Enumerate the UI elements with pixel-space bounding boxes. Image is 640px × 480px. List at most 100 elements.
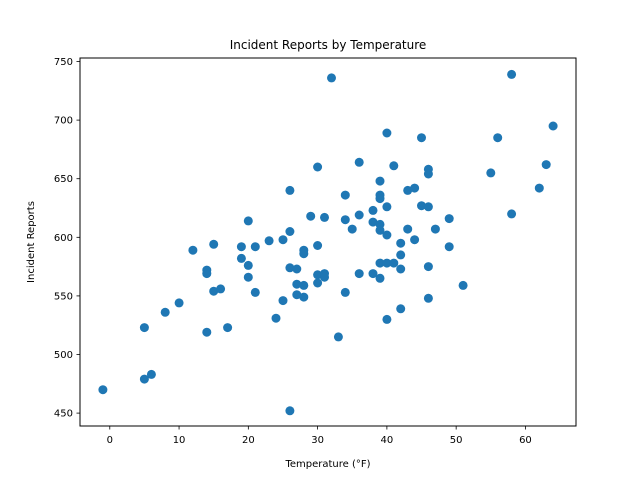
x-tick-label: 60 xyxy=(519,435,532,446)
data-point xyxy=(306,211,316,221)
points-layer xyxy=(98,69,558,416)
data-point xyxy=(250,287,260,297)
data-point xyxy=(243,216,253,226)
y-tick-label: 700 xyxy=(54,116,73,127)
x-tick-label: 40 xyxy=(381,435,394,446)
x-tick-label: 50 xyxy=(450,435,463,446)
data-point xyxy=(534,183,544,193)
data-point xyxy=(236,253,246,263)
data-point xyxy=(375,273,385,283)
data-point xyxy=(396,264,406,274)
data-point xyxy=(423,262,433,272)
data-point xyxy=(375,194,385,204)
data-point xyxy=(444,242,454,252)
data-point xyxy=(396,250,406,260)
data-point xyxy=(139,374,149,384)
data-point xyxy=(299,292,309,302)
data-point xyxy=(410,183,420,193)
data-point xyxy=(389,258,399,268)
data-point xyxy=(347,224,357,234)
y-tick-label: 500 xyxy=(54,350,73,361)
data-point xyxy=(340,215,350,225)
data-point xyxy=(389,161,399,171)
data-point xyxy=(375,225,385,235)
x-tick-label: 10 xyxy=(173,435,186,446)
data-point xyxy=(292,290,302,300)
data-point xyxy=(223,323,233,333)
y-tick-label: 750 xyxy=(54,57,73,68)
data-point xyxy=(188,245,198,255)
chart-title: Incident Reports by Temperature xyxy=(230,38,427,52)
y-axis-label: Incident Reports xyxy=(26,201,37,283)
data-point xyxy=(507,69,517,79)
data-point xyxy=(327,73,336,83)
data-point xyxy=(375,176,385,186)
data-point xyxy=(382,128,392,138)
data-point xyxy=(209,286,219,296)
data-point xyxy=(340,287,350,297)
y-tick-label: 550 xyxy=(54,291,73,302)
data-point xyxy=(368,269,378,279)
data-point xyxy=(271,313,281,323)
y-tick-label: 600 xyxy=(54,233,73,244)
data-point xyxy=(382,258,392,268)
data-point xyxy=(285,227,295,236)
data-point xyxy=(236,242,246,252)
data-point xyxy=(458,280,468,290)
data-point xyxy=(396,238,406,248)
data-point xyxy=(382,230,392,240)
data-point xyxy=(209,239,219,249)
plot-frame xyxy=(79,57,577,427)
x-axis-label: Temperature (°F) xyxy=(284,459,370,470)
data-point xyxy=(250,242,260,252)
x-axis-ticks: 0 10 20 30 40 50 60 xyxy=(107,426,532,446)
data-point xyxy=(423,293,433,303)
data-point xyxy=(146,369,156,379)
data-point xyxy=(368,217,378,227)
x-tick-label: 20 xyxy=(242,435,255,446)
data-point xyxy=(423,202,433,212)
data-point xyxy=(292,264,302,274)
data-point xyxy=(507,209,517,219)
data-point xyxy=(541,160,551,170)
data-point xyxy=(313,241,323,250)
data-point xyxy=(299,280,309,290)
data-point xyxy=(423,169,433,179)
data-point xyxy=(333,332,343,342)
data-point xyxy=(548,121,558,131)
data-point xyxy=(382,314,392,324)
data-point xyxy=(285,185,295,195)
data-point xyxy=(139,323,149,333)
data-point xyxy=(285,263,295,273)
data-point xyxy=(285,406,295,416)
data-point xyxy=(174,298,184,308)
data-point xyxy=(430,224,440,234)
data-point xyxy=(313,278,323,288)
x-tick-label: 30 xyxy=(311,435,324,446)
data-point xyxy=(98,385,108,395)
data-point xyxy=(278,235,288,245)
data-point xyxy=(243,260,253,270)
data-point xyxy=(243,272,253,282)
data-point xyxy=(313,270,323,280)
data-point xyxy=(320,212,329,222)
data-point xyxy=(403,224,413,234)
data-point xyxy=(216,284,226,294)
data-point xyxy=(278,296,288,306)
data-point xyxy=(313,162,323,172)
data-point xyxy=(410,235,420,245)
data-point xyxy=(444,214,454,224)
y-axis-ticks: 450 500 550 600 650 700 750 xyxy=(54,57,80,420)
y-tick-label: 450 xyxy=(54,409,73,420)
data-point xyxy=(375,258,385,268)
data-point xyxy=(299,249,309,259)
data-point xyxy=(486,168,496,178)
data-point xyxy=(340,190,350,200)
data-point xyxy=(320,272,329,282)
data-point xyxy=(160,307,170,317)
data-point xyxy=(202,269,212,279)
data-point xyxy=(417,201,426,211)
data-point xyxy=(354,210,364,220)
data-point xyxy=(354,269,364,279)
